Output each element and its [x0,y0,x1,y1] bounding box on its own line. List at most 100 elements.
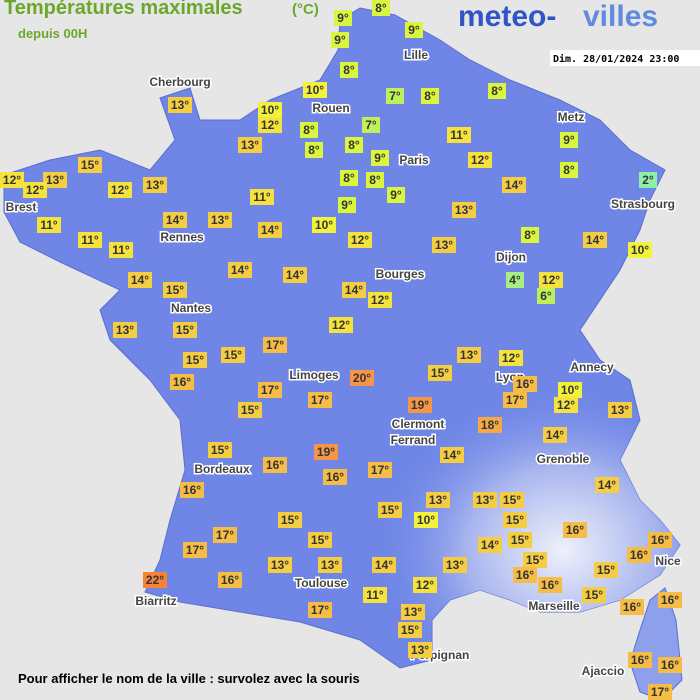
temperature-badge [658,657,682,673]
temperature-badge [513,376,537,392]
temperature-label: 12° [351,233,369,247]
unit: (°C) [292,1,319,18]
temperature-badge [183,352,207,368]
temperature-badge [258,382,282,398]
temperature-label: 14° [231,263,249,277]
temperature-badge [143,572,167,588]
temperature-badge [372,0,390,16]
temperature-label: 14° [505,178,523,192]
logo-left: meteo- [458,0,556,33]
temperature-badge [308,392,332,408]
temperature-badge [560,132,578,148]
temperature-badge [639,172,657,188]
temperature-label: 20° [353,371,371,385]
temperature-badge [440,447,464,463]
temperature-badge [258,222,282,238]
temperature-label: 10° [306,83,324,97]
temperature-badge [537,288,555,304]
temperature-label: 12° [471,153,489,167]
temperature-label: 13° [171,98,189,112]
temperature-label: 14° [586,233,604,247]
city-name: Bourges [376,267,425,281]
city-name: Metz [558,110,585,124]
temperature-badge [338,197,356,213]
temperature-label: 7° [389,89,401,103]
temperature-badge [78,157,102,173]
temperature-badge [283,267,307,283]
temperature-label: 15° [224,348,242,362]
temperature-badge [218,572,242,588]
city-name: Ajaccio [582,664,625,678]
temperature-badge [318,557,342,573]
temperature-label: 16° [183,483,201,497]
temperature-label: 15° [526,553,544,567]
temperature-badge [208,212,232,228]
temperature-badge [502,177,526,193]
temperature-badge [363,587,387,603]
temperature-badge [432,237,456,253]
temperature-label: 13° [271,558,289,572]
temperature-label: 8° [343,63,355,77]
temperature-badge [413,577,437,593]
temperature-badge [500,492,524,508]
temperature-label: 11° [40,218,58,232]
temperature-label: 15° [311,533,329,547]
temperature-badge [387,187,405,203]
temperature-label: 12° [332,318,350,332]
temperature-label: 12° [26,183,44,197]
temperature-badge [350,370,374,386]
temperature-label: 13° [46,173,64,187]
temperature-badge [368,462,392,478]
temperature-badge [308,602,332,618]
temperature-label: 15° [381,503,399,517]
temperature-label: 9° [563,133,575,147]
temperature-label: 14° [546,428,564,442]
temperature-layer: 9°8°9°9°8°8°10° 7° 8°13° 10°12° 8° 7°11° 9°13°… [0,0,682,700]
temperature-badge [213,527,237,543]
temperature-label: 7° [365,118,377,132]
temperature-label: 13° [116,323,134,337]
temperature-badge [473,492,497,508]
temperature-label: 8° [303,123,315,137]
temperature-badge [503,512,527,528]
temperature-label: 2° [642,173,654,187]
temperature-label: 9° [337,11,349,25]
temperature-label: 13° [460,348,478,362]
temperature-label: 17° [506,393,524,407]
temperature-badge [658,592,682,608]
temperature-label: 14° [166,213,184,227]
city-name: Rennes [160,230,204,244]
temperature-label: 13° [241,138,259,152]
temperature-badge [334,10,352,26]
temperature-badge [168,97,192,113]
temperature-badge [23,182,47,198]
temperature-label: 8° [491,84,503,98]
city-name: Toulouse [295,576,348,590]
temperature-badge [539,272,563,288]
temperature-label: 15° [506,513,524,527]
temperature-label: 12° [542,273,560,287]
temperature-label: 16° [630,548,648,562]
temperature-badge [163,212,187,228]
temperature-badge [37,217,61,233]
temperature-badge [414,512,438,528]
temperature-badge [583,232,607,248]
temperature-badge [109,242,133,258]
temperature-label: 13° [411,643,429,657]
temperature-badge [183,542,207,558]
temperature-label: 15° [281,513,299,527]
city-name: Nice [655,554,681,568]
temperature-label: 13° [446,558,464,572]
temperature-label: 10° [561,383,579,397]
city-name: Rouen [312,101,349,115]
temperature-badge [408,397,432,413]
temperature-label: 8° [375,1,387,15]
temperature-label: 12° [502,351,520,365]
temperature-label: 16° [266,458,284,472]
temperature-badge [170,374,194,390]
temperature-badge [263,457,287,473]
temperature-label: 12° [3,173,21,187]
temperature-label: 16° [661,593,679,607]
temperature-label: 8° [524,228,536,242]
temperature-label: 13° [146,178,164,192]
